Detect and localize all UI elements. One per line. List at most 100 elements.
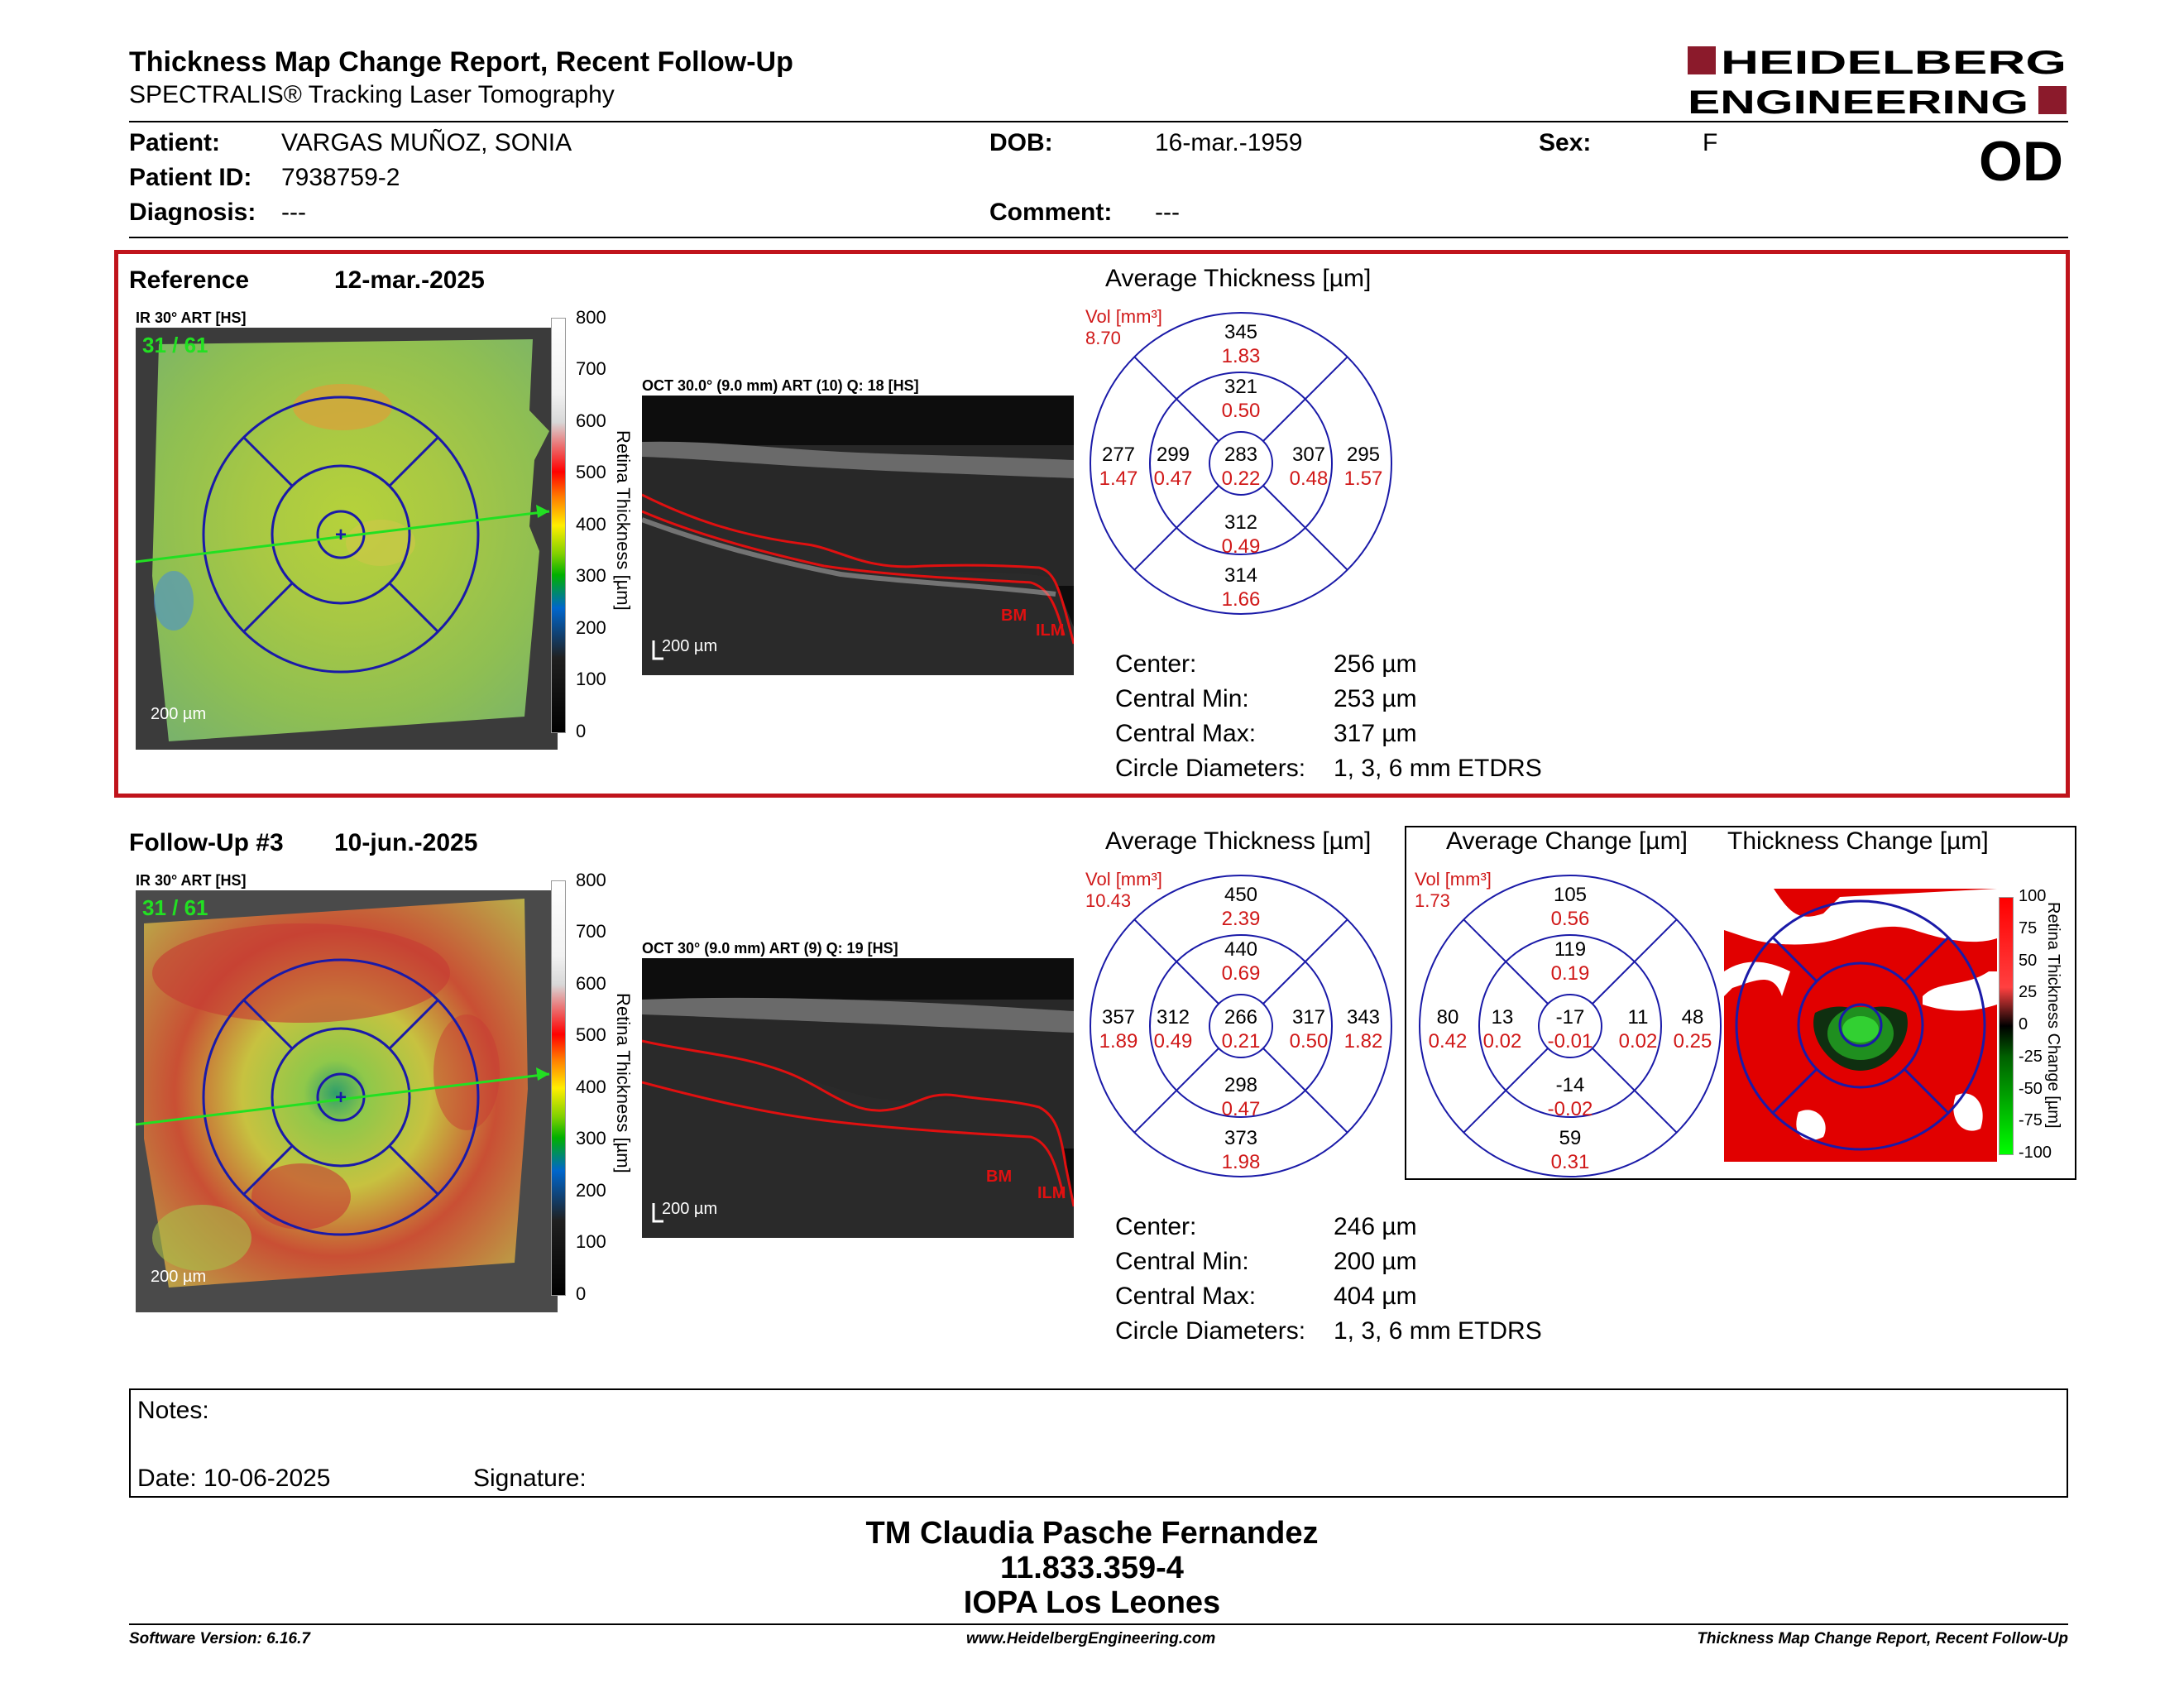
software-version: Software Version: 6.16.7 bbox=[129, 1630, 310, 1647]
eye-indicator: OD bbox=[1979, 130, 2063, 193]
ref-frame-count: 31 / 61 bbox=[142, 333, 208, 357]
chg-inner_nas-volume: 0.02 bbox=[1619, 1030, 1658, 1053]
ref-outer_sup-volume: 1.83 bbox=[1222, 345, 1261, 367]
chg-outer_nas-thickness: 48 bbox=[1682, 1006, 1704, 1029]
colorbar-tick: -50 bbox=[2019, 1079, 2043, 1098]
fu-diam-label: Circle Diameters: bbox=[1115, 1317, 1306, 1345]
colorbar-tick: 50 bbox=[2019, 951, 2038, 970]
ref-center-label: Center: bbox=[1115, 650, 1197, 678]
fu-oct-scale: 200 µm bbox=[662, 1200, 718, 1218]
ref-min-label: Central Min: bbox=[1115, 685, 1249, 712]
ref-ir-label: IR 30° ART [HS] bbox=[136, 309, 247, 326]
fu-center-thickness: 266 bbox=[1224, 1006, 1257, 1029]
colorbar-tick: 75 bbox=[2019, 918, 2038, 938]
colorbar-tick: 100 bbox=[576, 669, 606, 690]
followup-label: Follow-Up #3 bbox=[129, 829, 284, 856]
change-colorbar-label: Retina Thickness Change [µm] bbox=[2044, 902, 2062, 1129]
colorbar-tick: -25 bbox=[2019, 1047, 2043, 1066]
ref-etdrs-grid: 3451.833210.502771.472990.472830.223070.… bbox=[1085, 306, 1392, 615]
chg-vol-total: 1.73 bbox=[1415, 890, 1450, 911]
colorbar-tick: 700 bbox=[576, 921, 606, 942]
change-avg-title: Average Change [µm] bbox=[1446, 827, 1688, 855]
colorbar-tick: 800 bbox=[576, 869, 606, 890]
chg-inner_inf-thickness: -14 bbox=[1556, 1074, 1585, 1096]
colorbar-tick: 600 bbox=[576, 410, 606, 431]
fu-center-volume: 0.21 bbox=[1222, 1030, 1261, 1053]
ref-stats-values: 256 µm 253 µm 317 µm 1, 3, 6 mm ETDRS bbox=[1334, 647, 1542, 786]
notes-label: Notes: bbox=[137, 1397, 209, 1424]
ref-fundus-scale: 200 µm bbox=[151, 705, 207, 723]
fu-min-value: 200 µm bbox=[1334, 1248, 1417, 1275]
fu-oct-label: OCT 30° (9.0 mm) ART (9) Q: 19 [HS] bbox=[642, 940, 898, 957]
chg-vol-label: Vol [mm³] bbox=[1415, 869, 1492, 890]
change-map-title: Thickness Change [µm] bbox=[1727, 827, 1989, 855]
ref-diam-value: 1, 3, 6 mm ETDRS bbox=[1334, 755, 1542, 782]
dob-value: 16-mar.-1959 bbox=[1155, 129, 1303, 156]
ref-fundus-map: + 31 / 61 200 µm bbox=[136, 328, 558, 750]
colorbar-tick: -75 bbox=[2019, 1111, 2043, 1130]
ref-inner_temp-volume: 0.47 bbox=[1154, 468, 1193, 490]
reference-label: Reference bbox=[129, 266, 250, 294]
ref-inner_inf-volume: 0.49 bbox=[1222, 535, 1261, 558]
fu-avg-thickness-title: Average Thickness [µm] bbox=[1105, 827, 1372, 855]
fu-inner_inf-thickness: 298 bbox=[1224, 1074, 1257, 1096]
fu-ir-label: IR 30° ART [HS] bbox=[136, 872, 247, 889]
chg-inner_sup-volume: 0.19 bbox=[1551, 962, 1590, 985]
colorbar-tick: -100 bbox=[2019, 1144, 2052, 1162]
ref-outer_temp-thickness: 277 bbox=[1102, 444, 1135, 466]
colorbar-tick: 100 bbox=[2019, 887, 2047, 905]
ref-colorbar bbox=[551, 318, 566, 733]
institution-name: IOPA Los Leones bbox=[963, 1585, 1221, 1620]
logo-line1: HEIDELBERG bbox=[1721, 45, 2067, 81]
ref-min-value: 253 µm bbox=[1334, 685, 1417, 712]
fu-outer_nas-volume: 1.82 bbox=[1344, 1030, 1383, 1053]
chg-inner_inf-volume: -0.02 bbox=[1548, 1098, 1593, 1120]
ref-outer_nas-thickness: 295 bbox=[1347, 444, 1380, 466]
ref-inner_nas-volume: 0.48 bbox=[1290, 468, 1329, 490]
fu-vol-total: 10.43 bbox=[1085, 890, 1131, 911]
colorbar-tick: 200 bbox=[576, 616, 606, 638]
colorbar-tick: 300 bbox=[576, 565, 606, 587]
ref-inner_nas-thickness: 307 bbox=[1292, 444, 1325, 466]
ref-inner_sup-thickness: 321 bbox=[1224, 376, 1257, 398]
ref-center-thickness: 283 bbox=[1224, 444, 1257, 466]
colorbar-tick: 200 bbox=[576, 1179, 606, 1201]
footer-report-name: Thickness Map Change Report, Recent Foll… bbox=[1697, 1630, 2068, 1647]
colorbar-tick: 400 bbox=[576, 513, 606, 535]
report-subtitle: SPECTRALIS® Tracking Laser Tomography bbox=[129, 81, 615, 108]
fu-colorbar bbox=[551, 880, 566, 1296]
reference-date: 12-mar.-2025 bbox=[334, 266, 485, 294]
chg-outer_sup-thickness: 105 bbox=[1554, 884, 1587, 906]
colorbar-tick: 800 bbox=[576, 306, 606, 328]
ref-ilm-label: ILM bbox=[1036, 621, 1064, 640]
fu-outer_inf-thickness: 373 bbox=[1224, 1127, 1257, 1149]
fu-oct-scan: BM ILM 200 µm bbox=[642, 958, 1074, 1238]
ref-outer_nas-volume: 1.57 bbox=[1344, 468, 1383, 490]
thickness-change-map bbox=[1724, 889, 1997, 1162]
chg-outer_sup-volume: 0.56 bbox=[1551, 908, 1590, 930]
comment-label: Comment: bbox=[989, 199, 1113, 226]
reference-section bbox=[114, 250, 2070, 798]
patient-id-label: Patient ID: bbox=[129, 164, 252, 191]
notes-box[interactable]: Notes: Date: 10-06-2025 Signature: bbox=[129, 1388, 2068, 1498]
fu-center-value: 246 µm bbox=[1334, 1213, 1417, 1240]
fu-inner_temp-thickness: 312 bbox=[1157, 1006, 1190, 1029]
report-title: Thickness Map Change Report, Recent Foll… bbox=[129, 46, 793, 78]
fu-etdrs-grid: 4502.394400.693571.893120.492660.213170.… bbox=[1085, 869, 1392, 1177]
ref-colorbar-label: Retina Thickness [µm] bbox=[613, 430, 634, 611]
fu-vol-label: Vol [mm³] bbox=[1085, 869, 1162, 890]
colorbar-tick: 0 bbox=[576, 1283, 587, 1304]
ref-outer_inf-volume: 1.66 bbox=[1222, 588, 1261, 611]
colorbar-tick: 0 bbox=[2019, 1015, 2028, 1033]
fu-outer_nas-thickness: 343 bbox=[1347, 1006, 1380, 1029]
sex-label: Sex: bbox=[1539, 129, 1592, 156]
colorbar-tick: 0 bbox=[576, 720, 587, 741]
chg-center-volume: -0.01 bbox=[1548, 1030, 1593, 1053]
ref-inner_inf-thickness: 312 bbox=[1224, 511, 1257, 534]
chg-outer_inf-volume: 0.31 bbox=[1551, 1151, 1590, 1173]
website-link[interactable]: www.HeidelbergEngineering.com bbox=[966, 1630, 1216, 1647]
ref-bm-label: BM bbox=[1001, 607, 1027, 625]
fu-inner_nas-volume: 0.50 bbox=[1290, 1030, 1329, 1053]
fu-center-label: Center: bbox=[1115, 1213, 1197, 1240]
fu-ilm-label: ILM bbox=[1037, 1184, 1066, 1202]
